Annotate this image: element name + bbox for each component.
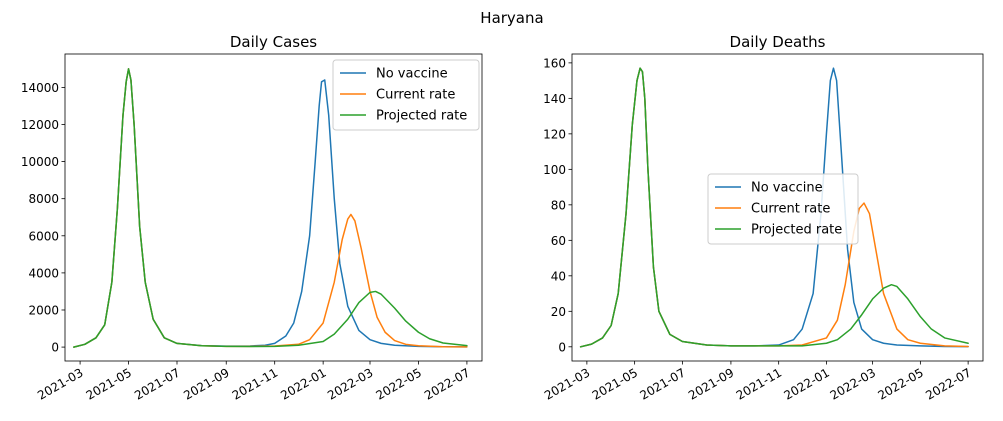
legend-entry: No vaccine [376,67,448,82]
y-tick-label: 60 [551,234,566,248]
y-tick-label: 0 [558,340,566,354]
series-line-projected-rate [72,68,468,348]
y-tick-label: 0 [51,341,59,355]
x-tick-label: 2022-05 [875,365,925,402]
legend-entry: Projected rate [751,223,842,238]
figure-title: Haryana [480,9,543,27]
chart-title: Daily Cases [230,33,317,51]
y-tick-label: 10000 [21,155,59,169]
x-tick-label: 2021-03 [542,365,592,402]
x-tick-label: 2021-05 [590,365,640,402]
y-tick-label: 14000 [21,81,59,95]
series-lines [579,67,969,348]
axes-frame [571,53,984,362]
y-tick-label: 100 [543,163,566,177]
x-tick-label: 2021-11 [230,365,280,402]
charts-layer: Daily Cases 0 2000 4000 6000 8000 10000 12000 14… [21,33,984,403]
x-tick-label: 2022-01 [278,365,328,402]
y-tick-label: 160 [543,56,566,70]
x-tick-label: 2021-09 [686,365,736,402]
y-tick-label: 6000 [28,229,59,243]
x-tick-label: 2022-05 [374,365,424,402]
x-tick-label: 2021-11 [734,365,784,402]
legend-entry: Projected rate [376,109,467,124]
y-tick-label: 20 [551,305,566,319]
legend: No vaccine Current rate Projected rate [332,59,480,131]
x-tick-label: 2022-07 [422,365,472,402]
chart-panel-1: Daily Cases 0 2000 4000 6000 8000 10000 12000 14… [21,33,483,403]
axes-frame [64,53,483,362]
legend: No vaccine Current rate Projected rate [707,173,859,245]
legend-box [707,173,859,245]
legend-box [332,59,480,131]
x-tick-label: 2022-03 [325,365,375,402]
x-tick-label: 2021-07 [637,365,687,402]
x-tick-label: 2021-07 [132,365,182,402]
series-line-projected-rate [579,67,969,348]
y-tick-label: 140 [543,92,566,106]
x-tick-label: 2021-05 [84,365,134,402]
y-tick-label: 40 [551,269,566,283]
legend-entry: No vaccine [751,181,823,196]
x-tick-label: 2021-09 [181,365,231,402]
y-tick-label: 120 [543,127,566,141]
chart-panel-2: Daily Deaths 0 20 40 60 80 100 120 140 160 2021-03… [542,33,984,403]
series-lines [72,68,468,348]
y-tick-label: 80 [551,198,566,212]
x-tick-label: 2022-07 [923,365,973,402]
x-tick-label: 2021-03 [35,365,85,402]
y-tick-label: 2000 [28,303,59,317]
y-tick-label: 8000 [28,192,59,206]
x-tick-label: 2022-03 [828,365,878,402]
y-tick-label: 12000 [21,118,59,132]
legend-entry: Current rate [751,202,830,217]
legend-entry: Current rate [376,88,455,103]
x-tick-label: 2022-01 [782,365,832,402]
y-tick-label: 4000 [28,266,59,280]
chart-title: Daily Deaths [730,33,826,51]
